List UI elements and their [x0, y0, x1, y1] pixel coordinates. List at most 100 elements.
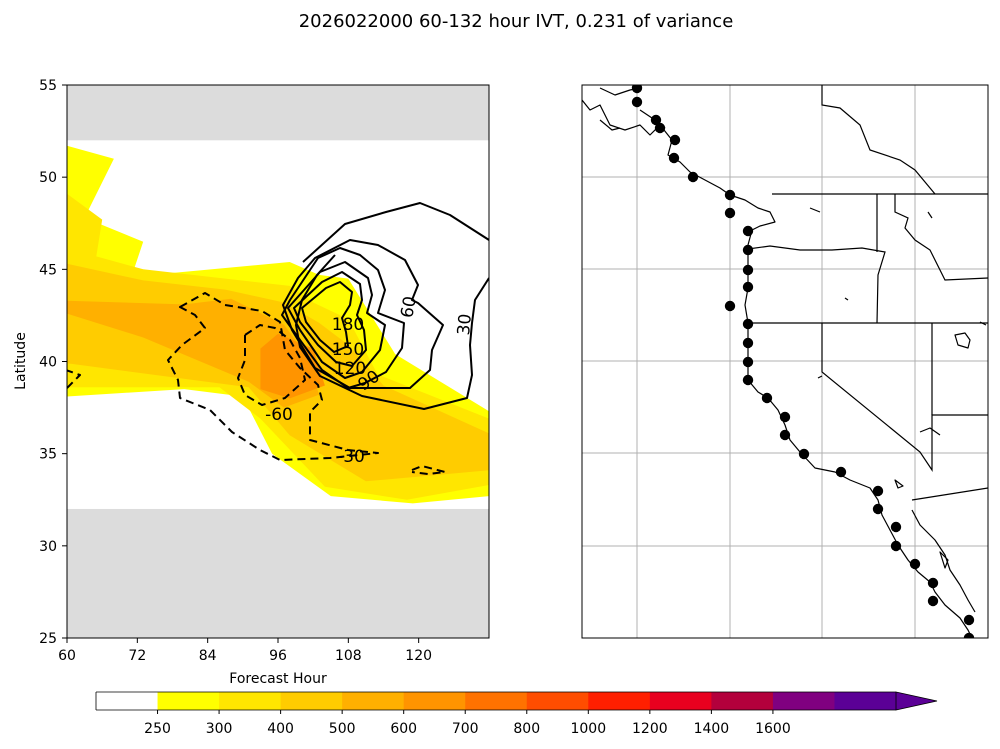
- site-marker: [742, 244, 754, 256]
- site-marker: [927, 595, 939, 607]
- site-markers: [631, 85, 975, 638]
- contour-label-30: 30: [454, 313, 476, 336]
- site-marker: [687, 171, 699, 183]
- contour-label-180: 180: [332, 315, 364, 335]
- colorbar-tick-label: 1400: [694, 721, 730, 737]
- colorbar-tick-label: 800: [513, 721, 540, 737]
- colorbar-cell: [403, 692, 466, 710]
- colorbar-cell: [711, 692, 774, 710]
- site-marker: [742, 356, 754, 368]
- site-marker: [742, 318, 754, 330]
- colorbar-outline: [95, 691, 896, 711]
- map-graticule: [582, 85, 988, 638]
- x-tick-label: 72: [128, 648, 146, 664]
- colorbar-cell: [526, 692, 589, 710]
- solid-contours: [281, 202, 489, 410]
- site-marker: [909, 558, 921, 570]
- site-marker: [963, 632, 975, 638]
- x-tick-label: 120: [405, 648, 432, 664]
- colorbar: 250 300 400 500 600 700 800 1000 1200 1400 1600: [95, 691, 938, 737]
- site-marker: [631, 85, 643, 94]
- colorbar-extend-arrow: [895, 691, 938, 711]
- colorbar-tick-label: 1000: [570, 721, 606, 737]
- colorbar-tick-label: 250: [144, 721, 171, 737]
- site-marker: [742, 225, 754, 237]
- site-marker: [654, 122, 666, 134]
- ivt-fill-500: [67, 298, 319, 408]
- colorbar-cell: [834, 692, 897, 710]
- colorbar-tick-label: 700: [452, 721, 479, 737]
- missing-band-0: [67, 508, 489, 638]
- ivt-filled-field: [67, 145, 489, 504]
- colorbar-tick-label: 500: [329, 721, 356, 737]
- colorbar-cell: [465, 692, 528, 710]
- site-marker: [724, 207, 736, 219]
- colorbar-cell: [280, 692, 343, 710]
- x-tick-label: 96: [269, 648, 287, 664]
- y-tick-label: 25: [39, 631, 57, 647]
- missing-data-bands: [67, 85, 489, 638]
- site-marker: [650, 114, 662, 126]
- contour-label-neg60: -60: [265, 405, 293, 425]
- y-tick-label: 45: [39, 262, 57, 278]
- site-marker: [668, 152, 680, 164]
- site-marker: [779, 411, 791, 423]
- site-marker: [631, 96, 643, 108]
- site-marker: [742, 337, 754, 349]
- state-borders: [747, 85, 988, 501]
- contour-30-east: [295, 254, 489, 410]
- dashed-contours: [67, 292, 446, 475]
- colorbar-cell: [157, 692, 220, 710]
- site-marker: [890, 540, 902, 552]
- missing-band-1: [67, 85, 489, 141]
- ivt-fill-600: [260, 333, 325, 399]
- colorbar-tick-label: 300: [206, 721, 233, 737]
- contour-90: [281, 247, 405, 389]
- site-marker: [724, 300, 736, 312]
- site-marker: [872, 503, 884, 515]
- site-marker: [742, 281, 754, 293]
- y-tick-label: 30: [39, 539, 57, 555]
- left-axis-ticks: 60 72 84 96 108 120 25 30 35 40 45 50 55: [39, 78, 432, 664]
- site-marker: [872, 485, 884, 497]
- site-marker: [742, 374, 754, 386]
- contour-neg60: [237, 324, 306, 406]
- contour-120: [287, 261, 386, 379]
- figure-title: 2026022000 60-132 hour IVT, 0.231 of var…: [299, 11, 734, 32]
- y-tick-label: 50: [39, 170, 57, 186]
- colorbar-tick-label: 1200: [632, 721, 668, 737]
- colorbar-tick-label: 600: [390, 721, 417, 737]
- contour-180: [301, 281, 353, 353]
- colorbar-cells: [96, 692, 897, 710]
- site-marker: [835, 466, 847, 478]
- contour-60: [282, 239, 444, 389]
- colorbar-tick-label: 1600: [755, 721, 791, 737]
- y-tick-label: 55: [39, 78, 57, 94]
- colorbar-ticks: 250 300 400 500 600 700 800 1000 1200 1400 1600: [144, 710, 791, 737]
- contour-30: [302, 202, 489, 263]
- colorbar-cell: [649, 692, 712, 710]
- contour-150: [293, 271, 367, 367]
- x-axis-label: Forecast Hour: [229, 671, 327, 687]
- right-axes-frame: [581, 84, 989, 639]
- contour-label-neg30: -30: [337, 447, 365, 467]
- left-contour-panel: 180 150 120 90 60 30 -60 -30 60 72 84 96 108…: [13, 78, 490, 687]
- colorbar-cell: [96, 692, 159, 710]
- site-marker: [669, 134, 681, 146]
- y-axis-label: Latitude: [13, 332, 29, 390]
- colorbar-cell: [588, 692, 651, 710]
- contour-neg30-main: [167, 292, 379, 461]
- x-tick-label: 60: [58, 648, 76, 664]
- y-tick-label: 40: [39, 355, 57, 371]
- site-marker: [724, 189, 736, 201]
- contour-neg30-east: [411, 465, 446, 475]
- site-marker: [761, 392, 773, 404]
- contour-label-150: 150: [332, 340, 364, 360]
- colorbar-cell: [219, 692, 282, 710]
- colorbar-tick-label: 400: [267, 721, 294, 737]
- site-marker: [742, 264, 754, 276]
- coastline: [582, 87, 987, 638]
- colorbar-cell: [772, 692, 835, 710]
- x-tick-label: 84: [199, 648, 217, 664]
